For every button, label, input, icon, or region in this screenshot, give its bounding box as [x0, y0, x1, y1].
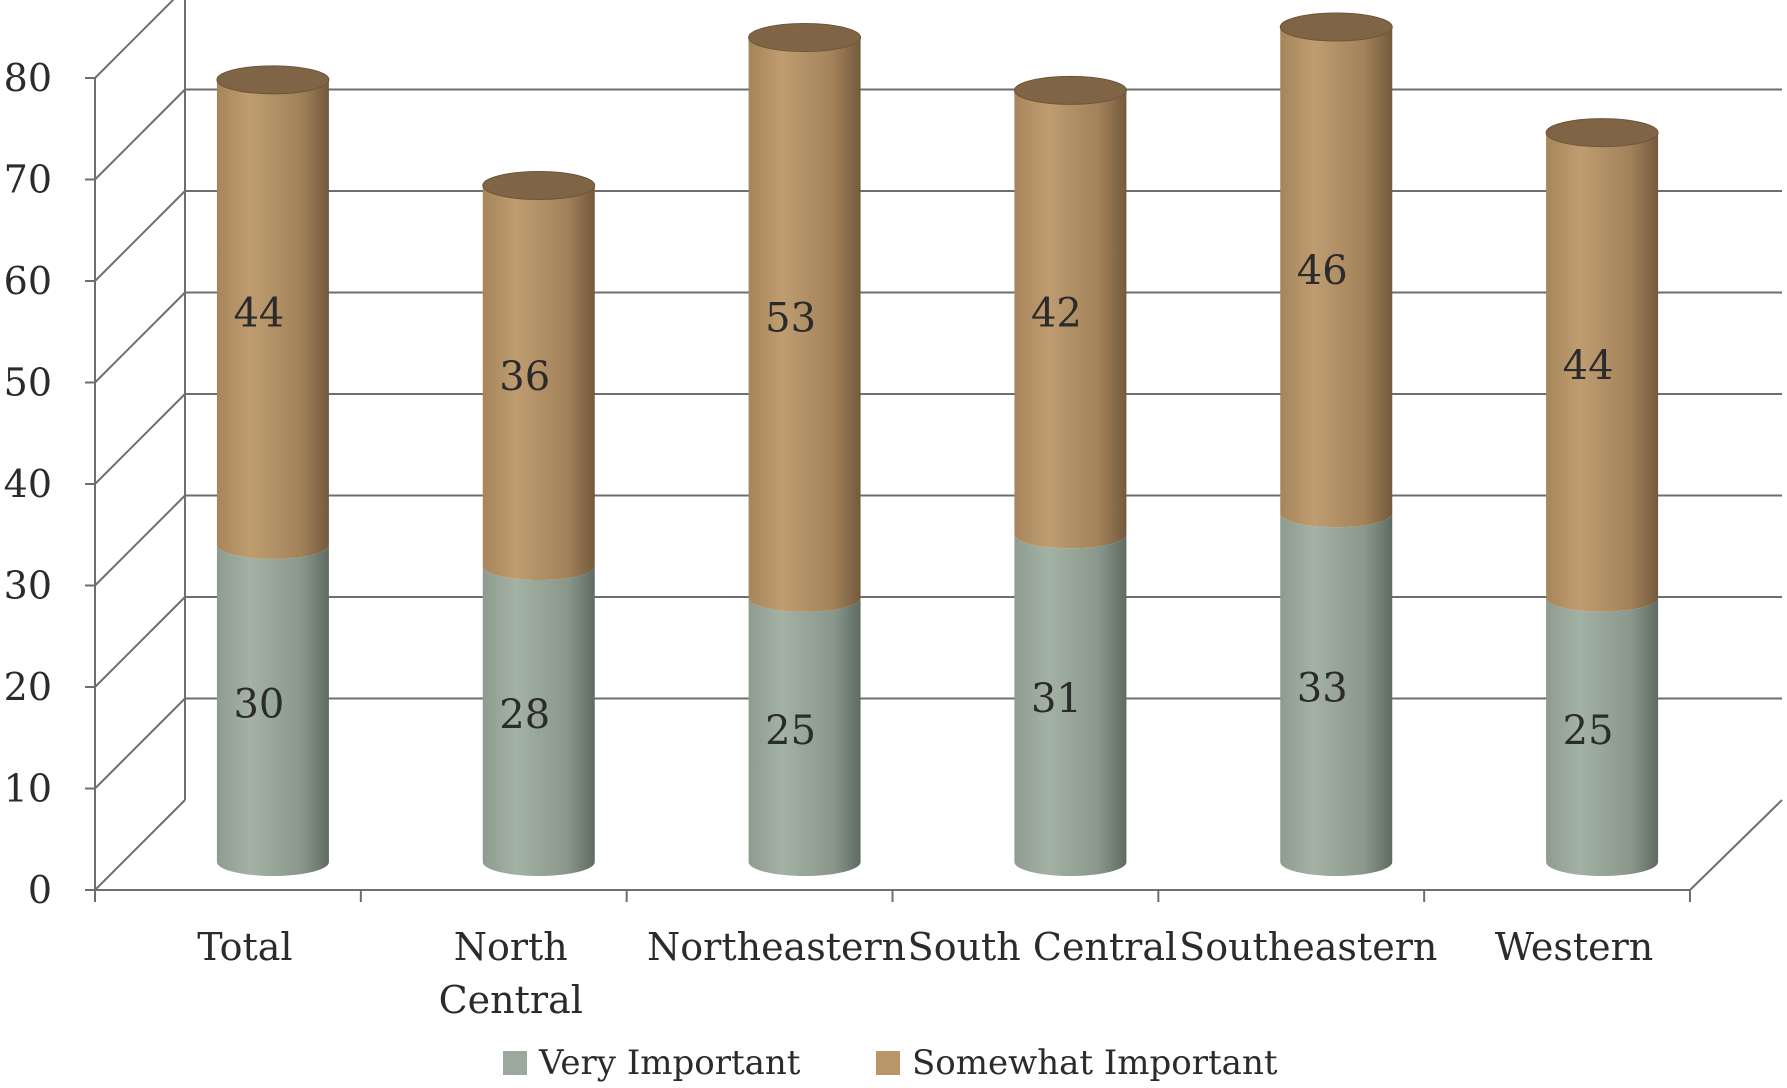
legend-label: Very Important — [538, 1043, 801, 1083]
cylinder-cap — [1546, 119, 1658, 147]
x-category-label: Total — [197, 925, 292, 969]
legend-swatch — [876, 1051, 900, 1075]
gridline-side — [95, 800, 185, 890]
cylinder-cap — [749, 24, 861, 52]
cylinder-cap — [1280, 13, 1392, 41]
legend-label: Somewhat Important — [912, 1043, 1278, 1083]
data-label: 31 — [1031, 676, 1082, 722]
x-category-label: Southeastern — [1179, 925, 1437, 969]
data-label: 25 — [765, 708, 816, 754]
gridline-side — [95, 699, 185, 789]
cylinder-cap — [483, 172, 595, 200]
gridline-side — [95, 394, 185, 484]
data-label: 46 — [1297, 248, 1348, 294]
data-label: 44 — [1563, 343, 1614, 389]
x-category-label: Northeastern — [647, 925, 906, 969]
cylinder-cap — [1014, 76, 1126, 104]
legend-item: Very Important — [503, 1043, 801, 1083]
data-label: 28 — [499, 692, 550, 738]
legend-item: Somewhat Important — [876, 1043, 1278, 1083]
data-label: 44 — [233, 290, 284, 336]
y-tick-label: 40 — [4, 462, 52, 506]
y-tick-label: 10 — [4, 767, 52, 811]
y-tick-label: 50 — [4, 361, 52, 405]
gridline-side — [95, 191, 185, 281]
x-category-label: South Central — [908, 925, 1178, 969]
y-tick-label: 80 — [4, 56, 52, 100]
x-category-label: Central — [439, 978, 583, 1022]
y-tick-label: 60 — [4, 259, 52, 303]
y-tick-label: 20 — [4, 665, 52, 709]
data-label: 25 — [1563, 708, 1614, 754]
x-category-label: North — [454, 925, 568, 969]
cylinder-cap — [217, 66, 329, 94]
data-label: 33 — [1297, 666, 1348, 712]
legend-swatch — [503, 1051, 527, 1075]
y-tick-label: 30 — [4, 564, 52, 608]
gridline-side — [95, 90, 185, 180]
data-label: 36 — [499, 354, 550, 400]
data-label: 30 — [233, 681, 284, 727]
data-label: 42 — [1031, 290, 1082, 336]
y-tick-label: 70 — [4, 158, 52, 202]
gridline-side — [95, 0, 185, 78]
gridline-side — [95, 293, 185, 383]
gridline-side — [95, 597, 185, 687]
gridline-side — [95, 496, 185, 586]
y-tick-label: 0 — [28, 868, 52, 912]
data-label: 53 — [765, 296, 816, 342]
floor-edge — [95, 800, 1782, 890]
x-category-label: Western — [1495, 925, 1653, 969]
